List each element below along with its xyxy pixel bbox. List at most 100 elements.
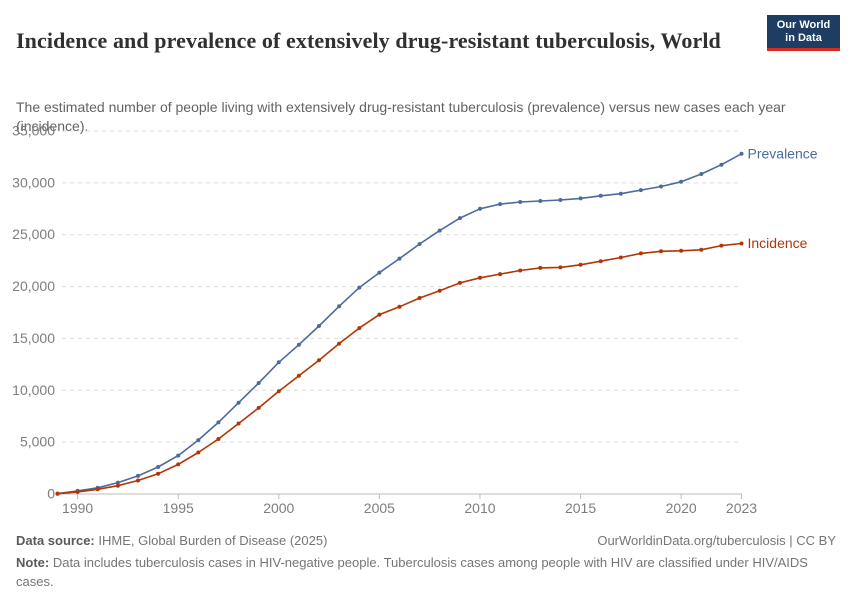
data-point-incidence	[156, 471, 161, 476]
data-point-prevalence	[136, 473, 140, 478]
data-point-prevalence	[296, 342, 301, 347]
data-point-incidence	[598, 259, 603, 264]
note-line: Note: Data includes tuberculosis cases i…	[16, 553, 836, 591]
data-point-incidence	[719, 243, 724, 248]
data-point-incidence	[216, 437, 221, 441]
owid-logo[interactable]: Our World in Data	[767, 15, 840, 51]
data-point-incidence	[638, 251, 643, 256]
data-point-incidence	[115, 483, 120, 488]
data-point-prevalence	[659, 184, 663, 189]
data-point-prevalence	[618, 191, 623, 196]
data-point-incidence	[518, 268, 523, 273]
y-axis-tick-label: 10,000	[12, 382, 55, 398]
series-line-incidence[interactable]	[56, 242, 743, 495]
data-point-incidence	[618, 255, 623, 260]
data-point-prevalence	[457, 216, 462, 221]
data-point-prevalence	[337, 304, 342, 309]
x-axis-tick-label: 2023	[726, 500, 757, 516]
y-axis-tick-label: 35,000	[12, 123, 55, 139]
data-point-incidence	[337, 341, 342, 346]
data-point-incidence	[417, 296, 422, 300]
data-point-incidence	[357, 326, 362, 331]
data-point-prevalence	[478, 206, 482, 211]
data-point-incidence	[679, 248, 684, 253]
data-point-prevalence	[216, 420, 221, 425]
data-point-incidence	[276, 389, 281, 394]
data-point-prevalence	[538, 199, 543, 203]
data-point-prevalence	[176, 453, 181, 458]
note-text: Data includes tuberculosis cases in HIV-…	[16, 555, 808, 589]
data-point-incidence	[196, 450, 201, 455]
data-point-prevalence	[739, 151, 744, 156]
y-axis-tick-label: 25,000	[12, 226, 55, 242]
chart-footer: Data source: IHME, Global Burden of Dise…	[16, 531, 836, 591]
data-point-prevalence	[699, 172, 704, 176]
y-axis-tick-label: 0	[47, 486, 55, 502]
data-point-prevalence	[115, 480, 120, 485]
data-point-incidence	[55, 491, 60, 496]
data-point-prevalence	[397, 256, 402, 261]
data-point-prevalence	[256, 381, 261, 385]
owid-url-license-link[interactable]: OurWorldinData.org/tuberculosis | CC BY	[597, 533, 836, 548]
data-point-incidence	[377, 312, 382, 317]
data-point-prevalence	[357, 285, 362, 290]
series-label-incidence[interactable]: Incidence	[748, 235, 808, 251]
note-label: Note:	[16, 555, 50, 570]
data-point-prevalence	[578, 196, 583, 201]
data-point-incidence	[75, 489, 80, 494]
y-axis-tick-label: 30,000	[12, 174, 55, 190]
x-axis-tick-label: 2015	[565, 500, 596, 516]
data-point-incidence	[699, 247, 704, 252]
data-point-incidence	[397, 304, 402, 309]
x-axis-tick-label: 2005	[364, 500, 395, 516]
data-point-prevalence	[377, 270, 382, 275]
chart-subtitle: The estimated number of people living wi…	[16, 99, 786, 134]
y-axis-tick-label: 5,000	[20, 434, 55, 450]
data-point-prevalence	[679, 179, 684, 184]
data-point-prevalence	[638, 188, 643, 193]
x-axis-tick-label: 2020	[666, 500, 697, 516]
series-label-prevalence[interactable]: Prevalence	[748, 145, 818, 161]
data-point-prevalence	[276, 360, 281, 365]
data-point-prevalence	[156, 465, 161, 469]
data-point-incidence	[256, 405, 261, 410]
data-point-prevalence	[598, 193, 603, 198]
data-source-label: Data source:	[16, 533, 95, 548]
data-point-prevalence	[236, 400, 241, 405]
data-point-incidence	[457, 280, 462, 285]
data-point-incidence	[498, 272, 503, 277]
data-point-prevalence	[437, 228, 442, 233]
x-axis-tick-label: 2000	[263, 500, 294, 516]
data-point-incidence	[95, 487, 100, 492]
owid-logo-line2: in Data	[785, 31, 822, 44]
data-source-line: Data source: IHME, Global Burden of Dise…	[16, 531, 327, 550]
data-point-incidence	[236, 421, 241, 426]
data-point-incidence	[317, 358, 321, 363]
y-axis-tick-label: 15,000	[12, 330, 55, 346]
data-point-prevalence	[317, 324, 321, 328]
data-point-incidence	[739, 241, 744, 246]
data-point-prevalence	[558, 198, 563, 202]
data-source-text: IHME, Global Burden of Disease (2025)	[94, 533, 328, 548]
data-point-incidence	[478, 275, 482, 280]
x-axis-tick-label: 2010	[464, 500, 495, 516]
data-point-incidence	[578, 262, 583, 267]
data-point-incidence	[538, 265, 543, 270]
y-axis-tick-label: 20,000	[12, 278, 55, 294]
x-axis-tick-label: 1990	[62, 500, 93, 516]
owid-logo-line1: Our World	[776, 18, 831, 31]
page-title: Incidence and prevalence of extensively …	[16, 27, 721, 53]
data-point-incidence	[296, 373, 301, 378]
data-point-prevalence	[719, 162, 724, 167]
data-point-prevalence	[518, 200, 523, 204]
data-point-incidence	[176, 462, 181, 467]
data-point-incidence	[136, 478, 140, 483]
data-point-prevalence	[196, 438, 201, 443]
x-axis-tick-label: 1995	[163, 500, 194, 516]
data-point-incidence	[437, 288, 442, 293]
data-point-prevalence	[417, 242, 422, 246]
data-point-prevalence	[498, 202, 503, 207]
data-point-incidence	[659, 249, 663, 254]
